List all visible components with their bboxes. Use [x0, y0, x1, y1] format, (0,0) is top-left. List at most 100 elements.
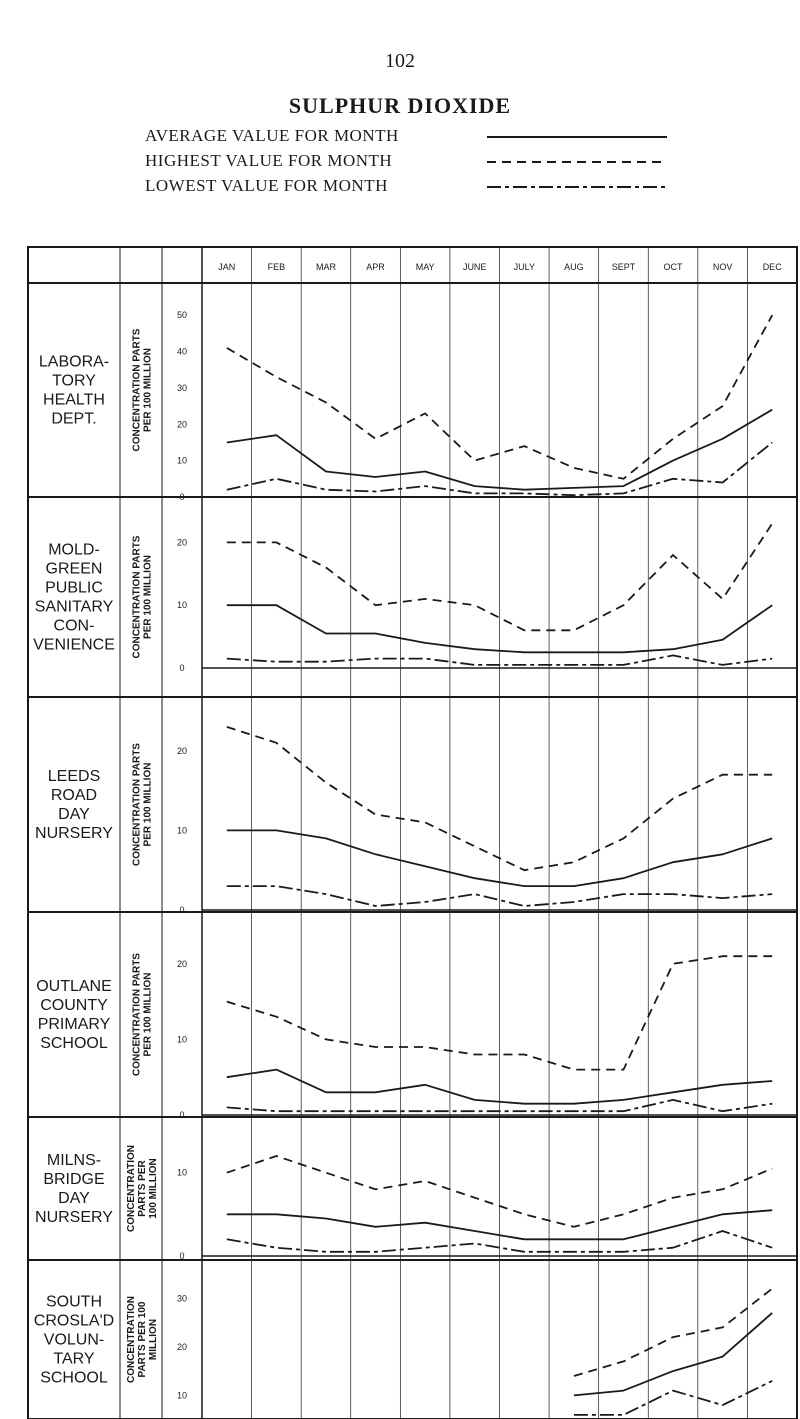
station-name-line: HEALTH [43, 392, 105, 409]
y-axis-label-line: MILLION [148, 1319, 159, 1360]
month-label-may: MAY [416, 262, 435, 272]
station-name-line: TORY [52, 373, 96, 390]
y-axis-label-line: PARTS PER 100 [137, 1301, 148, 1377]
series-line-lowest-milns [226, 1230, 773, 1253]
series-line-lowest-south [573, 1380, 773, 1416]
y-axis-label-line: 100 MILLION [148, 1158, 159, 1219]
series-line-highest-mold [226, 523, 773, 632]
month-label-oct: OCT [664, 262, 684, 272]
series-line-highest-labora [226, 314, 773, 480]
y-tick-label-20: 20 [177, 419, 187, 429]
month-label-june: JUNE [463, 262, 487, 272]
station-name-line: CROSLA'D [34, 1313, 114, 1330]
station-name-line: MOLD- [48, 542, 100, 559]
legend-lowest-label: LOWEST VALUE FOR MONTH [145, 176, 388, 195]
station-name-line: SANITARY [35, 599, 114, 616]
y-axis-label-line: PARTS PER [137, 1159, 148, 1216]
series-line-average-leeds [226, 829, 773, 887]
legend-highest-label: HIGHEST VALUE FOR MONTH [145, 151, 393, 170]
chart-title: SULPHUR DIOXIDE [288, 93, 512, 118]
y-tick-label-10: 10 [177, 456, 187, 466]
y-tick-label-10: 10 [177, 1168, 187, 1178]
y-tick-label-50: 50 [177, 310, 187, 320]
station-name-line: SCHOOL [40, 1035, 108, 1052]
month-label-feb: FEB [268, 262, 286, 272]
station-name-line: NURSERY [35, 1209, 113, 1226]
series-line-average-south [573, 1312, 773, 1397]
y-axis-label-line: PER 100 MILLION [143, 763, 154, 847]
series-line-highest-leeds [226, 726, 773, 872]
y-axis-label-line: CONCENTRATION PARTS [132, 535, 143, 658]
station-name-line: DAY [58, 806, 90, 823]
y-axis-label-line: CONCENTRATION [126, 1145, 137, 1232]
y-axis-label-line: CONCENTRATION PARTS [132, 328, 143, 451]
month-label-aug: AUG [564, 262, 584, 272]
station-name-line: GREEN [46, 561, 103, 578]
series-line-lowest-outlane [226, 1099, 773, 1113]
y-tick-label-20: 20 [177, 537, 187, 547]
station-name-line: LEEDS [48, 768, 100, 785]
station-name-line: CON- [54, 618, 95, 635]
station-name-line: TARY [53, 1351, 95, 1368]
station-name-line: VENIENCE [33, 637, 115, 654]
y-tick-label-20: 20 [177, 1342, 187, 1352]
station-name-line: ROAD [51, 787, 97, 804]
y-tick-label-0: 0 [179, 1110, 184, 1120]
y-axis-label-line: CONCENTRATION PARTS [132, 743, 143, 866]
station-name-line: MILNS- [47, 1152, 101, 1169]
month-label-nov: NOV [713, 262, 733, 272]
legend-highest: HIGHEST VALUE FOR MONTH [145, 151, 705, 171]
legend-average: AVERAGE VALUE FOR MONTH [145, 126, 705, 146]
y-tick-label-0: 0 [179, 663, 184, 673]
series-line-average-outlane [226, 1068, 773, 1105]
station-name-line: VOLUN- [44, 1332, 104, 1349]
series-line-highest-outlane [226, 955, 773, 1071]
series-line-lowest-mold [226, 654, 773, 666]
y-tick-label-30: 30 [177, 1293, 187, 1303]
station-name-line: COUNTY [40, 997, 108, 1014]
y-tick-label-20: 20 [177, 746, 187, 756]
series-line-average-milns [226, 1209, 773, 1241]
y-axis-label-line: CONCENTRATION [126, 1296, 137, 1383]
month-label-july: JULY [514, 262, 535, 272]
y-tick-label-40: 40 [177, 347, 187, 357]
station-name-line: PUBLIC [45, 580, 103, 597]
series-line-lowest-leeds [226, 885, 773, 907]
month-label-jan: JAN [218, 262, 235, 272]
station-name-line: PRIMARY [38, 1016, 111, 1033]
y-tick-label-10: 10 [177, 1034, 187, 1044]
month-label-apr: APR [366, 262, 385, 272]
station-name-line: LABORA- [39, 354, 109, 371]
station-name-line: SCHOOL [40, 1370, 108, 1387]
series-line-average-labora [226, 408, 773, 491]
y-axis-label-line: PER 100 MILLION [143, 973, 154, 1057]
station-name-line: DAY [58, 1190, 90, 1207]
y-tick-label-0: 0 [179, 905, 184, 915]
legend-lowest-swatch [487, 186, 667, 188]
y-axis-label-line: PER 100 MILLION [143, 348, 154, 432]
y-tick-label-10: 10 [177, 600, 187, 610]
series-line-average-mold [226, 604, 773, 654]
y-axis-label-line: CONCENTRATION PARTS [132, 953, 143, 1076]
station-name-line: BRIDGE [43, 1171, 104, 1188]
legend-average-swatch [487, 136, 667, 138]
month-label-sept: SEPT [612, 262, 636, 272]
series-line-highest-south [573, 1287, 773, 1377]
month-label-dec: DEC [763, 262, 783, 272]
station-name-line: SOUTH [46, 1294, 102, 1311]
y-tick-label-10: 10 [177, 825, 187, 835]
y-tick-label-0: 0 [179, 1251, 184, 1261]
month-label-mar: MAR [316, 262, 337, 272]
station-name-line: NURSERY [35, 825, 113, 842]
y-tick-label-30: 30 [177, 383, 187, 393]
station-name-line: OUTLANE [36, 978, 112, 995]
legend-average-label: AVERAGE VALUE FOR MONTH [145, 126, 399, 145]
legend-lowest: LOWEST VALUE FOR MONTH [145, 176, 705, 196]
y-axis-label-line: PER 100 MILLION [143, 555, 154, 639]
y-tick-label-20: 20 [177, 959, 187, 969]
chart-frame [27, 246, 798, 1419]
y-tick-label-10: 10 [177, 1390, 187, 1400]
page-number: 102 [385, 50, 415, 72]
series-line-highest-milns [226, 1155, 773, 1228]
